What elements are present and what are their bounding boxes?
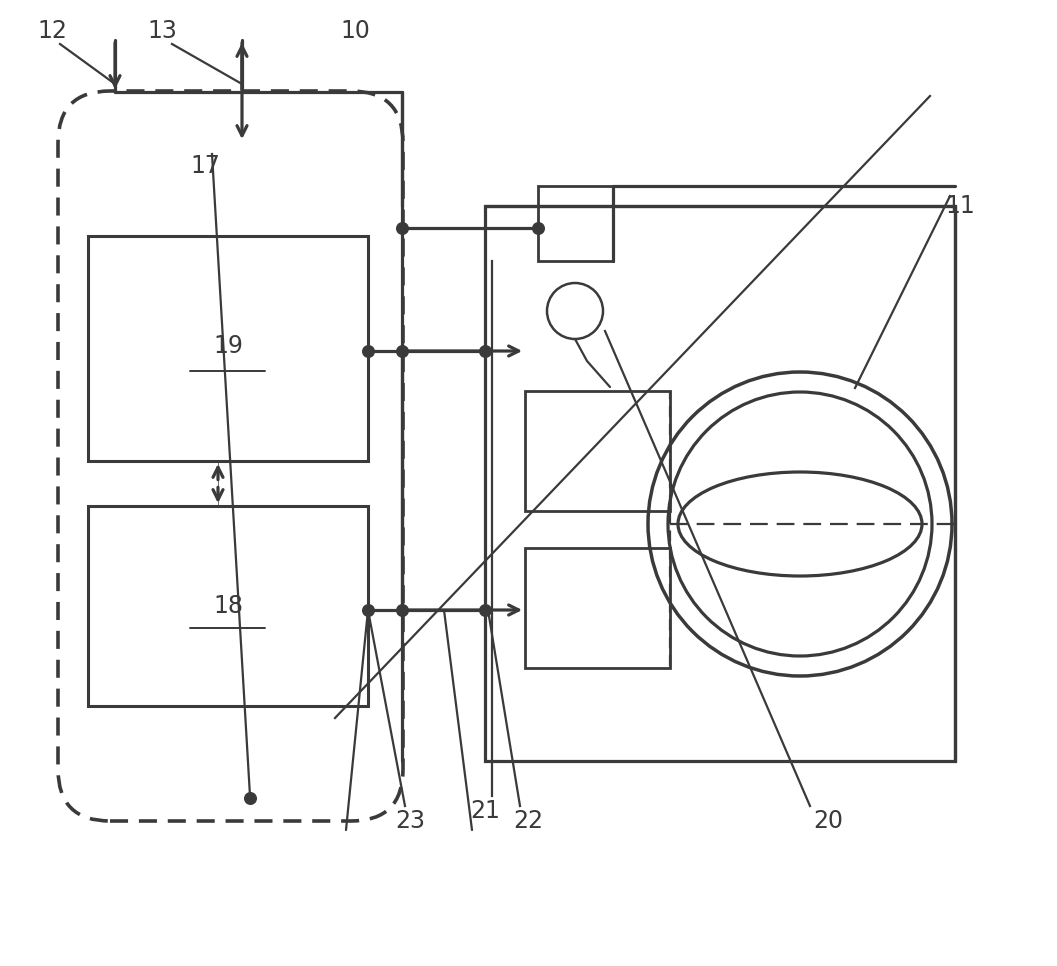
Text: 20: 20 [813, 809, 843, 833]
Point [359, 343, 376, 358]
Point [393, 602, 410, 617]
Text: 11: 11 [945, 194, 975, 218]
Text: 13: 13 [147, 19, 177, 43]
Point [393, 220, 410, 236]
Text: 10: 10 [340, 19, 370, 43]
Point [393, 343, 410, 358]
Text: 21: 21 [470, 799, 500, 823]
Text: 19: 19 [214, 334, 243, 358]
Point [359, 602, 376, 617]
Text: 17: 17 [190, 154, 220, 178]
Point [530, 220, 546, 236]
Text: 18: 18 [214, 594, 243, 618]
Text: 23: 23 [395, 809, 425, 833]
Point [477, 343, 494, 358]
Text: 12: 12 [37, 19, 67, 43]
Point [477, 602, 494, 617]
Text: 22: 22 [513, 809, 543, 833]
Point [242, 790, 259, 806]
